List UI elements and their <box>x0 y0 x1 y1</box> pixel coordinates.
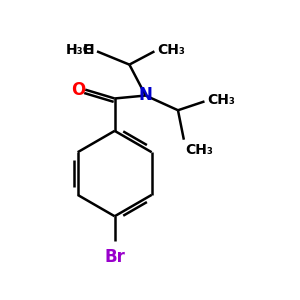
Text: CH₃: CH₃ <box>207 93 235 107</box>
Text: N: N <box>139 86 152 104</box>
Text: H₃C: H₃C <box>66 43 94 57</box>
Text: O: O <box>72 81 86 99</box>
Text: CH₃: CH₃ <box>185 142 213 157</box>
Text: CH₃: CH₃ <box>158 43 185 57</box>
Text: Br: Br <box>104 248 125 266</box>
Text: H: H <box>82 43 94 57</box>
